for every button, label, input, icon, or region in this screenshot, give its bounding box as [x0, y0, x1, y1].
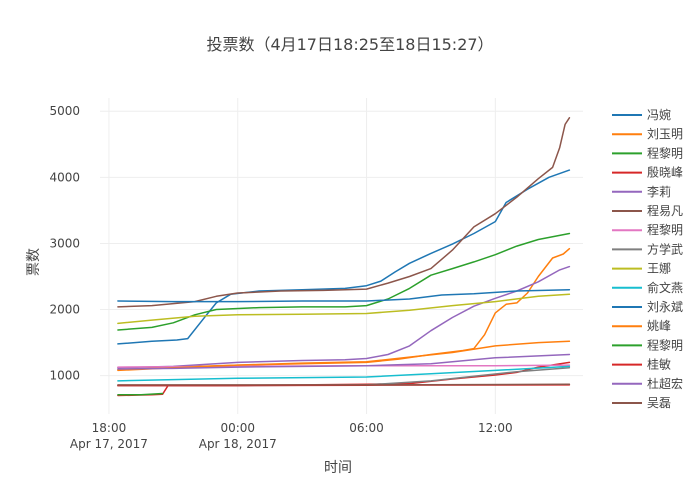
legend-label: 冯婉: [647, 107, 671, 122]
legend-label: 程易凡: [647, 203, 683, 218]
y-tick-label: 1000: [49, 369, 80, 383]
legend-item[interactable]: 程黎明: [612, 222, 683, 237]
x-axis-title: 时间: [324, 460, 352, 476]
legend-item[interactable]: 程黎明: [612, 337, 683, 352]
legend-item[interactable]: 刘永斌: [612, 300, 683, 314]
legend-label: 王娜: [647, 262, 671, 276]
series-line-16: [117, 383, 571, 386]
legend-item[interactable]: 方学武: [612, 241, 683, 256]
x-tick-label: 18:00: [92, 421, 127, 435]
x-tick-label: 12:00: [478, 421, 513, 435]
series-line-1: [117, 169, 571, 345]
legend-item[interactable]: 刘玉明: [612, 127, 683, 141]
series-line-12: [117, 340, 571, 372]
series-line-15: [117, 353, 571, 370]
legend-item[interactable]: 姚峰: [612, 319, 671, 333]
series-line-6: [117, 117, 571, 308]
legend-item[interactable]: 俞文燕: [612, 280, 683, 295]
series-line-9: [117, 293, 571, 325]
legend-item[interactable]: 王娜: [612, 262, 671, 276]
x-tick-sublabel: Apr 18, 2017: [199, 437, 277, 451]
legend-label: 李莉: [647, 184, 671, 199]
x-tick-sublabel: Apr 17, 2017: [70, 437, 148, 451]
legend-item[interactable]: 杜超宏: [612, 376, 683, 391]
legend-label: 程黎明: [647, 337, 683, 352]
legend-label: 姚峰: [647, 319, 671, 333]
legend-item[interactable]: 程易凡: [612, 203, 683, 218]
y-axis-ticks: 1000 2000 3000 4000 5000: [49, 104, 80, 382]
y-tick-label: 2000: [49, 303, 80, 317]
series-line-10: [117, 365, 571, 382]
series-line-5: [117, 265, 571, 369]
legend-label: 吴磊: [647, 396, 671, 410]
series-lines: [117, 117, 571, 397]
y-axis-title: 票数: [26, 248, 42, 276]
grid: [100, 98, 583, 414]
legend-label: 刘玉明: [647, 127, 683, 141]
y-tick-label: 3000: [49, 236, 80, 250]
series-line-13: [117, 392, 164, 396]
chart-title: 投票数（4月17日18:25至18日15:27）: [206, 35, 493, 54]
series-line-3: [117, 232, 571, 331]
x-tick-label: 06:00: [349, 421, 384, 435]
legend: 冯婉刘玉明程黎明殷晓峰李莉程易凡程黎明方学武王娜俞文燕刘永斌姚峰程黎明桂敏杜超宏…: [612, 107, 683, 410]
y-tick-label: 4000: [49, 170, 80, 184]
legend-label: 方学武: [647, 241, 683, 256]
x-tick-label: 00:00: [220, 421, 255, 435]
legend-label: 俞文燕: [647, 280, 683, 295]
legend-label: 桂敏: [647, 357, 671, 372]
legend-label: 杜超宏: [647, 376, 683, 391]
legend-item[interactable]: 李莉: [612, 184, 671, 199]
legend-item[interactable]: 桂敏: [612, 357, 671, 372]
legend-item[interactable]: 程黎明: [612, 145, 683, 160]
y-tick-label: 5000: [49, 104, 80, 118]
legend-label: 程黎明: [647, 145, 683, 160]
legend-label: 殷晓峰: [647, 166, 683, 180]
legend-item[interactable]: 殷晓峰: [612, 166, 683, 180]
legend-label: 程黎明: [647, 222, 683, 237]
legend-item[interactable]: 吴磊: [612, 396, 671, 410]
legend-label: 刘永斌: [647, 300, 683, 314]
series-line-11: [117, 288, 571, 303]
legend-item[interactable]: 冯婉: [612, 107, 671, 122]
x-axis-ticks: 18:00 Apr 17, 2017 00:00 Apr 18, 2017 06:00 1…: [70, 421, 513, 451]
